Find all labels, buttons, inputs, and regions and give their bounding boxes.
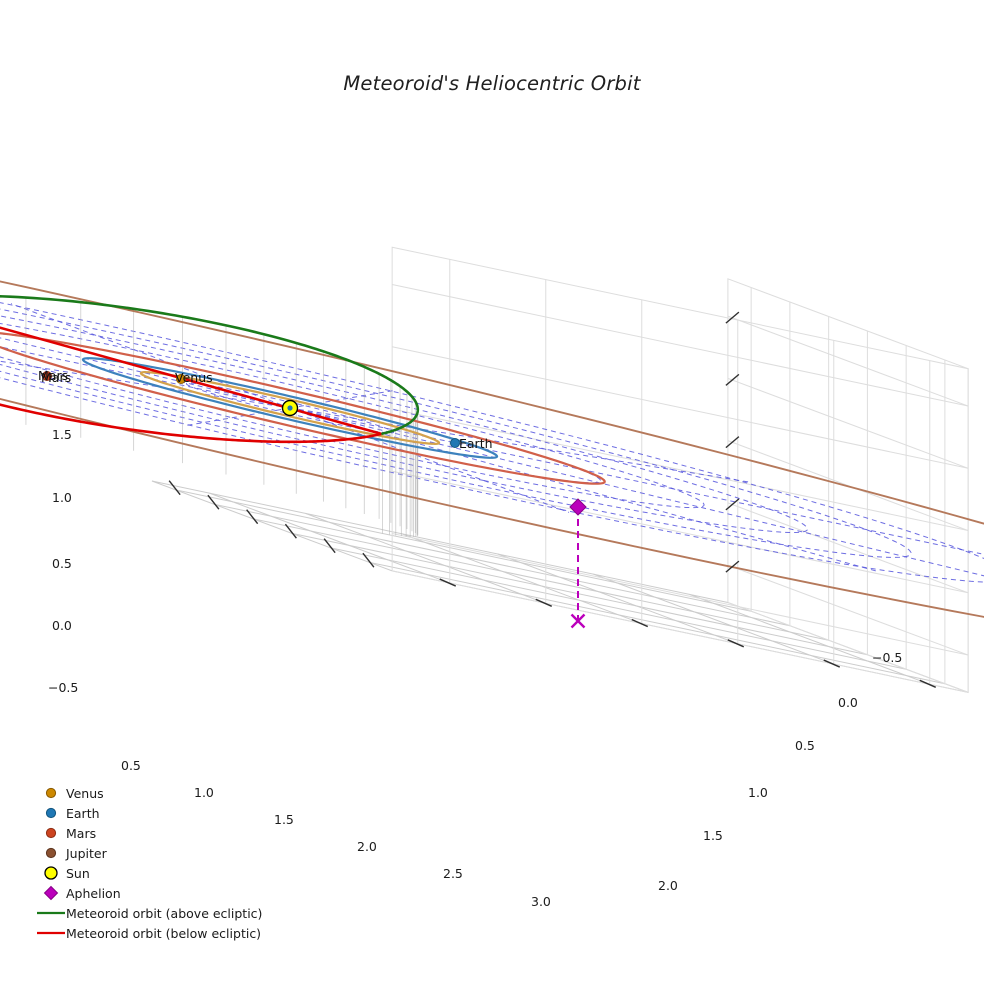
x-tick-label: 3.0 (531, 894, 551, 909)
planet-orbits (0, 280, 984, 618)
z-tick-label: 1.0 (52, 490, 72, 505)
legend-item[interactable]: Earth (36, 803, 296, 823)
x-tick-label: 2.0 (357, 839, 377, 854)
legend-item-label: Venus (66, 785, 104, 801)
page-title: Meteoroid's Heliocentric Orbit (343, 72, 641, 95)
z-tick-label: −0.5 (48, 680, 79, 695)
x-tick-label: 0.5 (121, 758, 141, 773)
mars-label-overlap: Mars (41, 370, 72, 385)
legend-item[interactable]: Sun (36, 863, 296, 883)
y-tick-label: 1.5 (703, 828, 723, 843)
mars-label: Mars (38, 368, 69, 383)
legend-item[interactable]: Mars (36, 823, 296, 843)
y-tick-label: −0.5 (872, 650, 903, 665)
meteoroid-orbit (0, 294, 420, 444)
x-tick-label: 1.5 (274, 812, 294, 827)
legend-line-icon (36, 903, 66, 923)
legend-circle-icon (36, 803, 66, 823)
mars-marker (42, 371, 52, 381)
legend-item[interactable]: Meteoroid orbit (above ecliptic) (36, 903, 296, 923)
venus-label: Venus (175, 370, 213, 385)
legend-circle-icon (36, 863, 66, 883)
y-tick-label: 0.5 (795, 738, 815, 753)
legend-item-label: Mars (66, 825, 97, 841)
legend-circle-icon (36, 843, 66, 863)
plot-legend[interactable]: Venus Earth Mars Jupiter Sun Aphelion Meteoroi… (36, 783, 296, 943)
venus-marker (176, 374, 186, 384)
legend-item-label: Meteoroid orbit (below ecliptic) (66, 925, 262, 941)
legend-item[interactable]: Meteoroid orbit (below ecliptic) (36, 923, 296, 943)
origin-dot (287, 405, 293, 411)
legend-item-label: Earth (66, 805, 100, 821)
body-markers (42, 371, 587, 629)
legend-item-label: Jupiter (66, 845, 107, 861)
y-tick-label: 1.0 (748, 785, 768, 800)
aphelion-marker (569, 498, 587, 516)
earth-marker (450, 438, 460, 448)
ecliptic-grid (0, 302, 984, 583)
y-tick-label: 2.0 (658, 878, 678, 893)
legend-item-label: Meteoroid orbit (above ecliptic) (66, 905, 263, 921)
z-tick-label: 1.5 (52, 427, 72, 442)
legend-diamond-icon (36, 883, 66, 903)
legend-item[interactable]: Venus (36, 783, 296, 803)
legend-circle-icon (36, 823, 66, 843)
legend-item-label: Sun (66, 865, 90, 881)
x-tick-label: 2.5 (443, 866, 463, 881)
legend-item-label: Aphelion (66, 885, 121, 901)
legend-item[interactable]: Jupiter (36, 843, 296, 863)
legend-circle-icon (36, 783, 66, 803)
earth-label: Earth (459, 436, 493, 451)
x-tick-label: 1.0 (194, 785, 214, 800)
legend-line-icon (36, 923, 66, 943)
z-tick-label: 0.0 (52, 618, 72, 633)
axis-tick-marks (168, 311, 937, 688)
legend-item[interactable]: Aphelion (36, 883, 296, 903)
y-tick-label: 0.0 (838, 695, 858, 710)
axes-panes (151, 246, 969, 694)
z-tick-label: 0.5 (52, 556, 72, 571)
